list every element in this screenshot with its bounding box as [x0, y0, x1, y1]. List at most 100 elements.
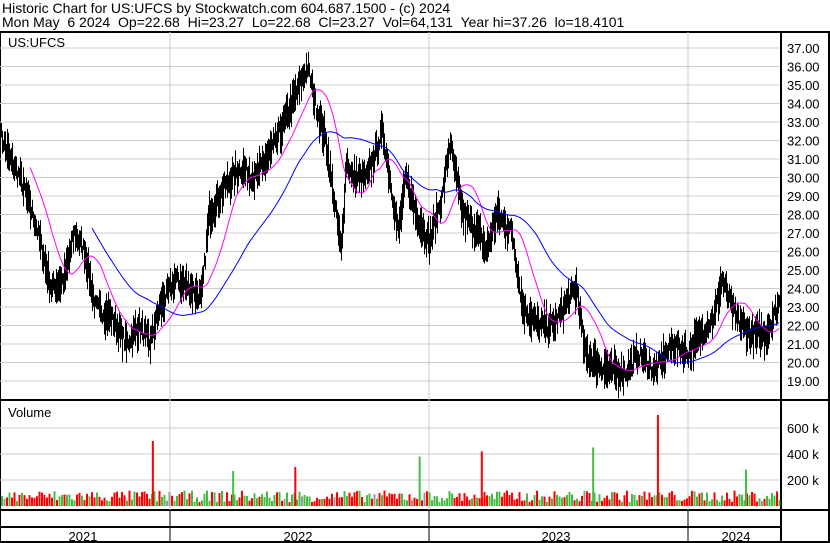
volume-bar — [716, 499, 718, 506]
volume-bar — [756, 501, 758, 506]
volume-bar — [501, 496, 503, 506]
volume-bar — [258, 496, 261, 506]
volume-bar — [183, 490, 186, 506]
volume-bar — [428, 492, 431, 506]
price-tick-label: 36.00 — [787, 60, 820, 75]
volume-bar — [316, 497, 318, 506]
volume-bar — [503, 492, 506, 506]
volume-bar — [41, 492, 43, 506]
volume-bar — [446, 498, 448, 506]
volume-bar — [366, 495, 368, 506]
volume-bar — [371, 498, 373, 506]
volume-bar — [758, 498, 761, 506]
volume-bar — [573, 500, 576, 506]
volume-bar — [761, 500, 763, 506]
volume-bar — [511, 492, 513, 506]
volume-bar — [136, 492, 138, 506]
volume-bar — [231, 494, 233, 506]
volume-bar — [253, 493, 256, 506]
volume-bar — [381, 495, 383, 506]
volume-bar — [388, 493, 391, 506]
volume-bar — [276, 492, 278, 506]
volume-bar — [748, 495, 751, 506]
volume-bar — [623, 495, 626, 506]
volume-bar — [426, 491, 428, 506]
volume-bar — [461, 500, 463, 506]
volume-bar — [571, 494, 573, 506]
volume-bar — [156, 501, 158, 506]
volume-tick-label: 400 k — [787, 447, 819, 462]
volume-bar — [233, 494, 236, 506]
price-panel-label: US:UFCS — [8, 35, 66, 50]
volume-bar — [411, 500, 413, 506]
volume-bar — [196, 497, 198, 506]
volume-bar — [753, 493, 756, 506]
volume-bar — [506, 490, 508, 506]
volume-bar — [691, 490, 693, 506]
volume-bar — [696, 496, 698, 506]
volume-bar — [548, 496, 551, 506]
volume-bar — [621, 501, 623, 506]
volume-bar — [236, 500, 238, 506]
volume-bar — [241, 490, 243, 506]
volume-tick-label: 600 k — [787, 421, 819, 436]
volume-bar — [663, 497, 666, 506]
volume-bar — [586, 491, 588, 506]
volume-bar — [496, 491, 498, 506]
price-tick-label: 28.00 — [787, 208, 820, 223]
volume-bar — [588, 492, 591, 506]
volume-bar — [736, 496, 738, 506]
price-tick-label: 26.00 — [787, 245, 820, 260]
volume-bar — [186, 499, 188, 506]
volume-bar — [608, 499, 611, 506]
volume-bar — [476, 497, 478, 506]
price-tick-label: 25.00 — [787, 263, 820, 278]
volume-bar — [261, 494, 263, 506]
volume-bar — [126, 500, 128, 506]
volume-bar — [81, 495, 83, 506]
volume-bar — [681, 500, 683, 506]
volume-bar — [48, 493, 51, 506]
volume-bar — [101, 500, 103, 506]
volume-bar — [121, 492, 123, 506]
volume-bar — [96, 492, 98, 506]
volume-bar — [21, 492, 23, 506]
volume-bar — [223, 501, 226, 506]
volume-bar — [11, 497, 13, 506]
volume-bar — [171, 495, 173, 506]
volume-bar — [18, 494, 21, 506]
volume-bar — [456, 497, 458, 506]
volume-bar — [416, 498, 418, 506]
volume-bar — [711, 499, 713, 506]
volume-bar — [603, 497, 606, 506]
volume-bar — [643, 491, 646, 506]
volume-bar — [228, 501, 231, 506]
volume-bar — [666, 497, 668, 506]
volume-bar — [553, 491, 556, 506]
volume-bar — [213, 492, 216, 506]
volume-bar — [148, 498, 151, 506]
volume-bar — [751, 491, 753, 506]
volume-bar — [178, 493, 181, 506]
volume-bar — [458, 493, 461, 506]
volume-bar — [693, 491, 696, 506]
volume-tick-label: 200 k — [787, 473, 819, 488]
volume-spike-bar — [151, 441, 154, 506]
volume-bar — [508, 494, 511, 506]
volume-bar — [158, 490, 161, 506]
volume-bar — [576, 498, 578, 506]
price-tick-label: 34.00 — [787, 97, 820, 112]
volume-bar — [341, 497, 343, 506]
volume-bar — [71, 499, 73, 506]
price-tick-label: 32.00 — [787, 134, 820, 149]
price-tick-label: 33.00 — [787, 115, 820, 130]
volume-bar — [448, 491, 451, 506]
volume-bar — [286, 492, 288, 506]
volume-bar — [668, 492, 671, 506]
volume-bar — [256, 498, 258, 506]
volume-bar — [453, 497, 456, 506]
volume-bar — [438, 502, 441, 506]
volume-bar — [208, 500, 211, 506]
volume-bar — [251, 498, 253, 506]
